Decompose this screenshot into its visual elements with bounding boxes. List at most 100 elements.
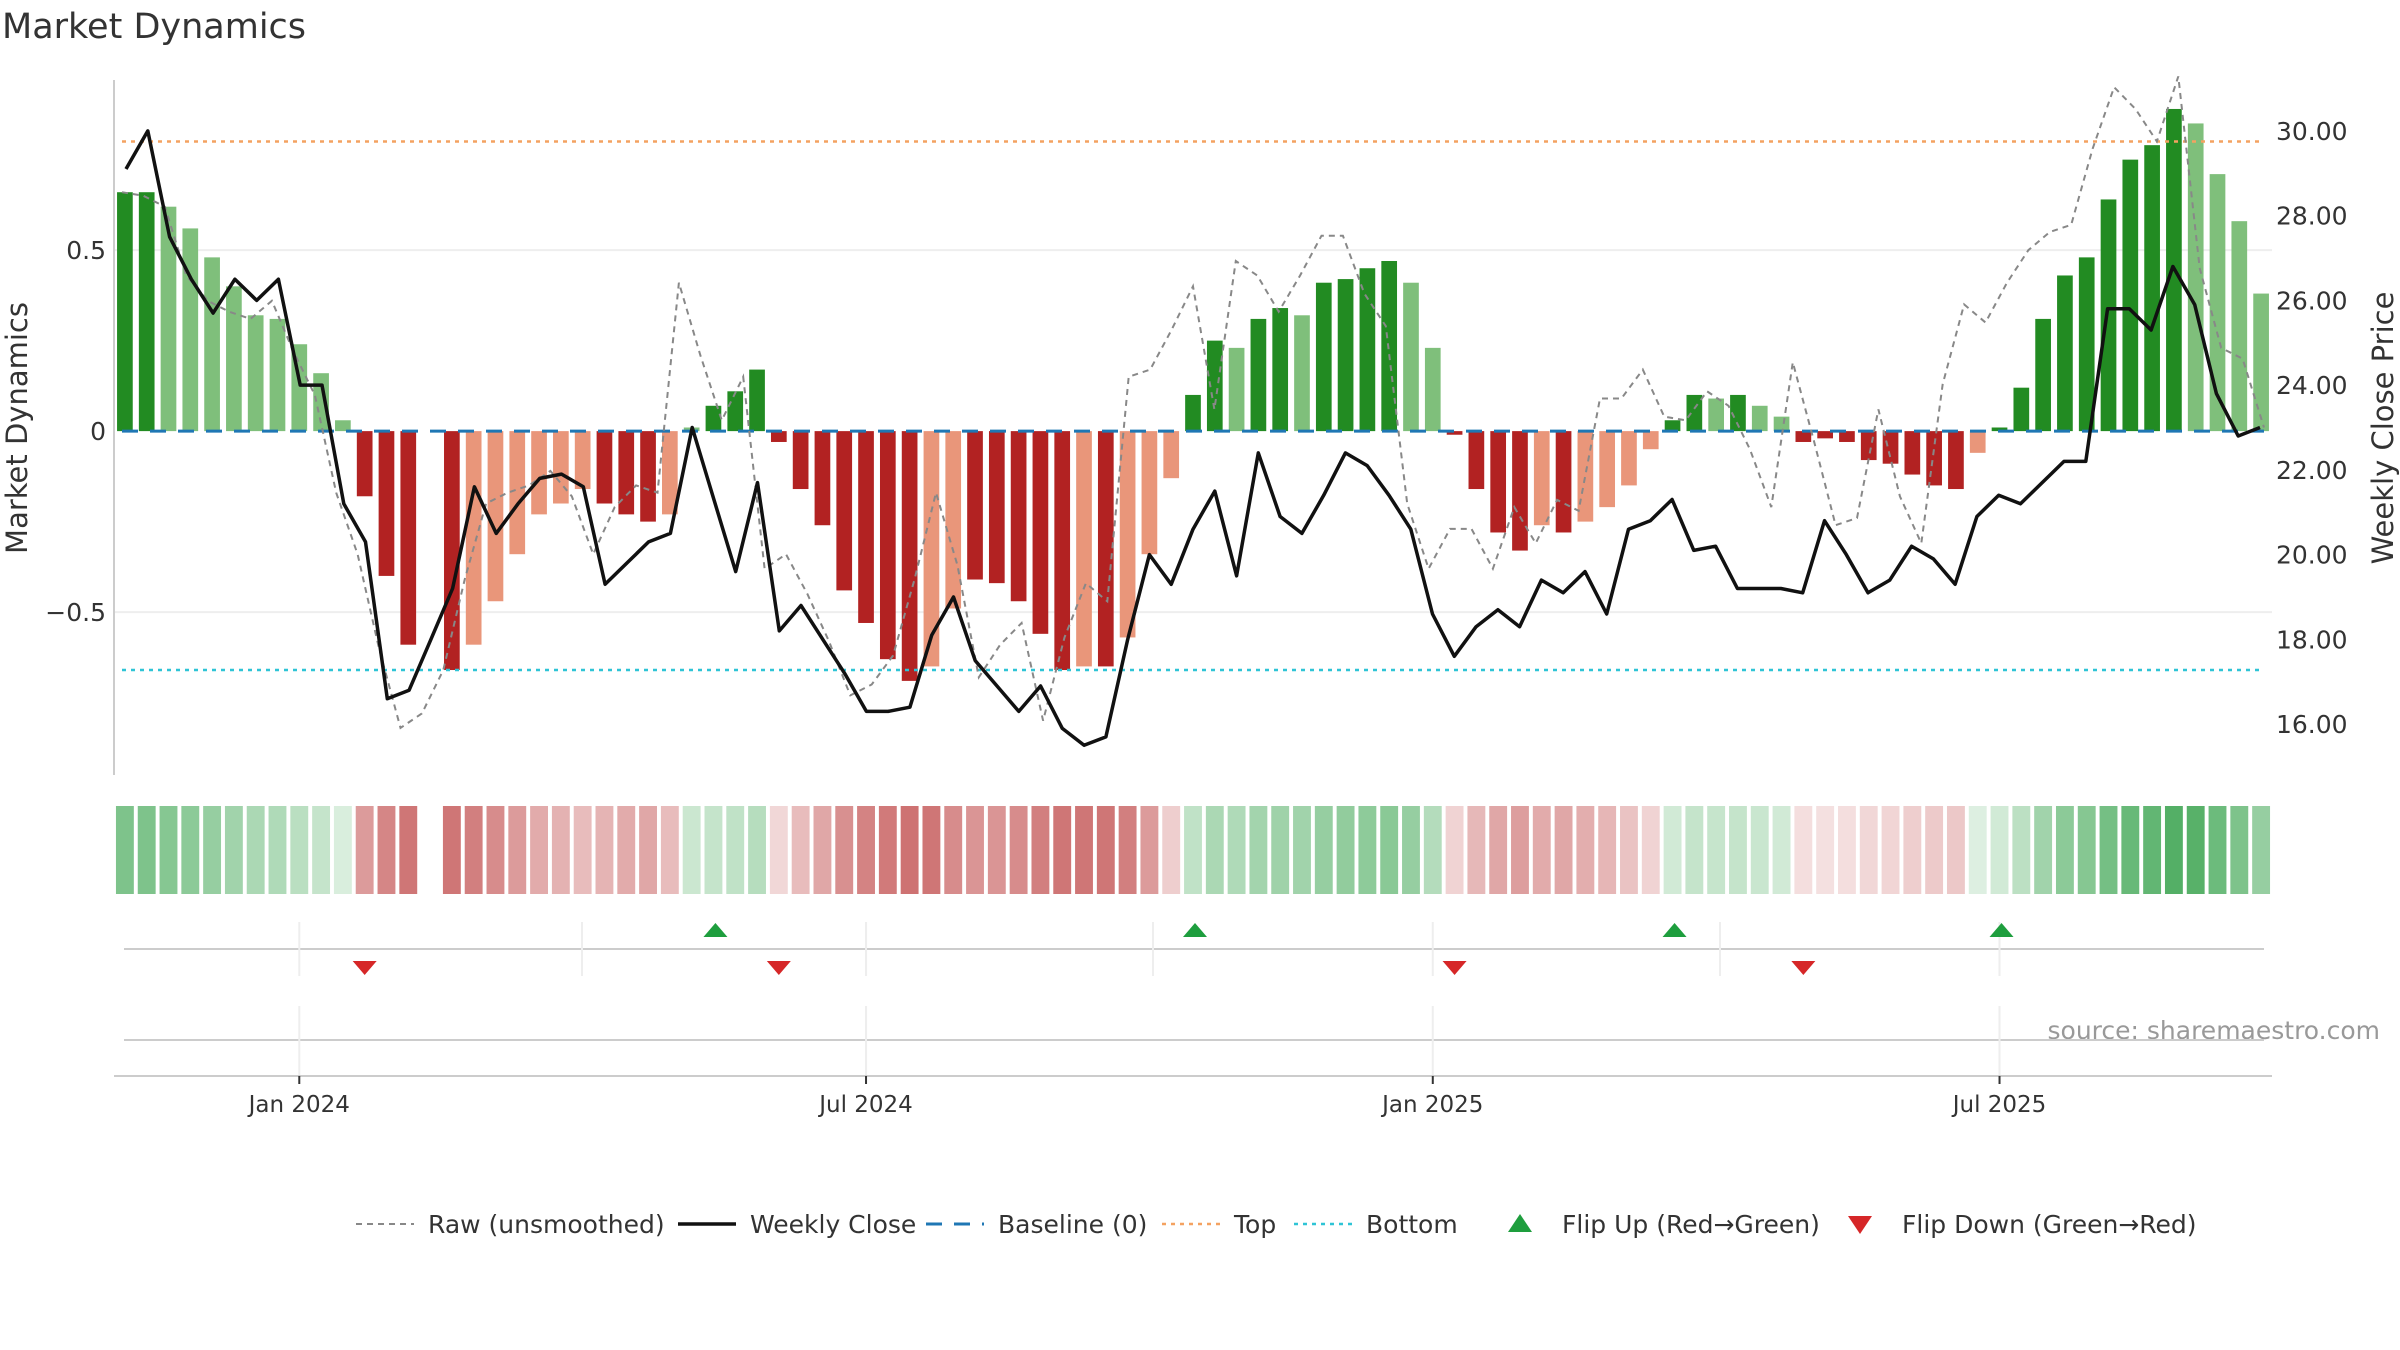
- bar: [1076, 431, 1092, 667]
- strip-cell: [1445, 806, 1464, 894]
- bar: [1708, 398, 1724, 432]
- bar: [465, 431, 482, 645]
- strip-cell: [464, 806, 483, 894]
- weekly-close-line: [124, 129, 2261, 748]
- strip-cell: [224, 806, 243, 894]
- bar: [1991, 427, 2008, 432]
- strip-cell: [1336, 806, 1355, 894]
- line-series: [121, 76, 2265, 748]
- bar: [1403, 282, 1419, 432]
- bar: [1948, 431, 1964, 490]
- strip-cell: [595, 806, 614, 894]
- strip-cell: [966, 806, 984, 894]
- strip-cell: [1227, 806, 1246, 894]
- flip-up-marker: [1662, 923, 1687, 937]
- strip-cell: [1532, 806, 1551, 894]
- flip-down-marker: [352, 961, 377, 975]
- legend-item-raw: Raw (unsmoothed): [356, 1210, 665, 1239]
- strip-cell: [617, 806, 636, 894]
- bar: [1185, 394, 1201, 432]
- bar: [1097, 431, 1114, 667]
- bar: [1337, 279, 1354, 432]
- bar: [117, 192, 133, 432]
- raw-unsmoothed-line: [121, 76, 2265, 730]
- bar: [226, 286, 242, 432]
- bar: [1773, 416, 1790, 432]
- legend-label: Top: [1233, 1210, 1276, 1239]
- bar: [1882, 431, 1899, 464]
- strip-cell: [1053, 806, 1072, 894]
- strip-cell: [1467, 806, 1486, 894]
- strip-cell: [1946, 806, 1965, 894]
- strip-cell: [137, 806, 156, 894]
- bar: [1315, 282, 1332, 432]
- bar: [1490, 431, 1507, 533]
- bar: [247, 315, 264, 432]
- bar: [2187, 123, 2204, 432]
- legend-swatch: [1848, 1216, 1872, 1234]
- bar: [1054, 431, 1071, 671]
- bar: [596, 431, 613, 504]
- strip-cell: [530, 806, 548, 894]
- bar: [792, 431, 809, 490]
- flip-up-marker: [1989, 923, 2014, 937]
- y-axis-left-label: Market Dynamics: [0, 302, 34, 554]
- bar: [487, 431, 504, 602]
- flip-down-marker: [1442, 961, 1467, 975]
- bar: [269, 318, 286, 432]
- strip-cell: [1576, 806, 1595, 894]
- bar: [1621, 431, 1637, 486]
- y-right-tick-label: 18.00: [2276, 625, 2348, 654]
- bar: [509, 431, 526, 555]
- strip-cell: [1641, 806, 1660, 894]
- strip-cell: [835, 806, 854, 894]
- y-right-tick-label: 24.00: [2276, 371, 2348, 400]
- bar-series: [117, 108, 2269, 681]
- strip-cell: [2230, 806, 2249, 894]
- bar: [705, 405, 722, 432]
- bar: [1839, 431, 1855, 442]
- chart-title: Market Dynamics: [2, 7, 306, 47]
- strip-cell: [1402, 806, 1420, 894]
- bar: [2122, 159, 2139, 432]
- y-right-tick-label: 20.00: [2276, 541, 2348, 570]
- strip-cell: [508, 806, 527, 894]
- strip-cell: [486, 806, 505, 894]
- strip-cell: [1249, 806, 1268, 894]
- bar: [356, 431, 373, 497]
- strip-cell: [181, 806, 200, 894]
- bar: [1010, 431, 1027, 602]
- bar: [1446, 431, 1463, 435]
- strip-cell: [2012, 806, 2031, 894]
- strip-cell: [944, 806, 963, 894]
- strip-cell: [1990, 806, 2009, 894]
- x-tick-label: Jul 2024: [817, 1092, 913, 1118]
- bar: [313, 373, 329, 432]
- strip-cell: [2164, 806, 2183, 894]
- strip-cell: [1293, 806, 1311, 894]
- bar: [1664, 420, 1681, 432]
- strip-cell: [246, 806, 265, 894]
- strip-cell: [1881, 806, 1900, 894]
- strip-cell: [1140, 806, 1159, 894]
- bar: [1642, 431, 1659, 450]
- strip-cell: [1729, 806, 1747, 894]
- strip-cell: [1859, 806, 1878, 894]
- strip-cell: [1903, 806, 1922, 894]
- bar: [1206, 340, 1223, 432]
- y-left-tick-label: 0.5: [66, 236, 106, 265]
- strip-cell: [333, 806, 352, 894]
- bar: [160, 206, 177, 432]
- bar: [2013, 387, 2030, 432]
- strip-cell: [1772, 806, 1791, 894]
- bar: [1272, 308, 1289, 432]
- strip-cell: [1358, 806, 1377, 894]
- strip-cell: [922, 806, 941, 894]
- x-tick-label: Jan 2025: [1380, 1092, 1483, 1118]
- bar: [1969, 431, 1986, 453]
- strip-cell: [1423, 806, 1442, 894]
- bar: [1163, 431, 1180, 479]
- bar: [1141, 431, 1158, 555]
- strip-cell: [813, 806, 832, 894]
